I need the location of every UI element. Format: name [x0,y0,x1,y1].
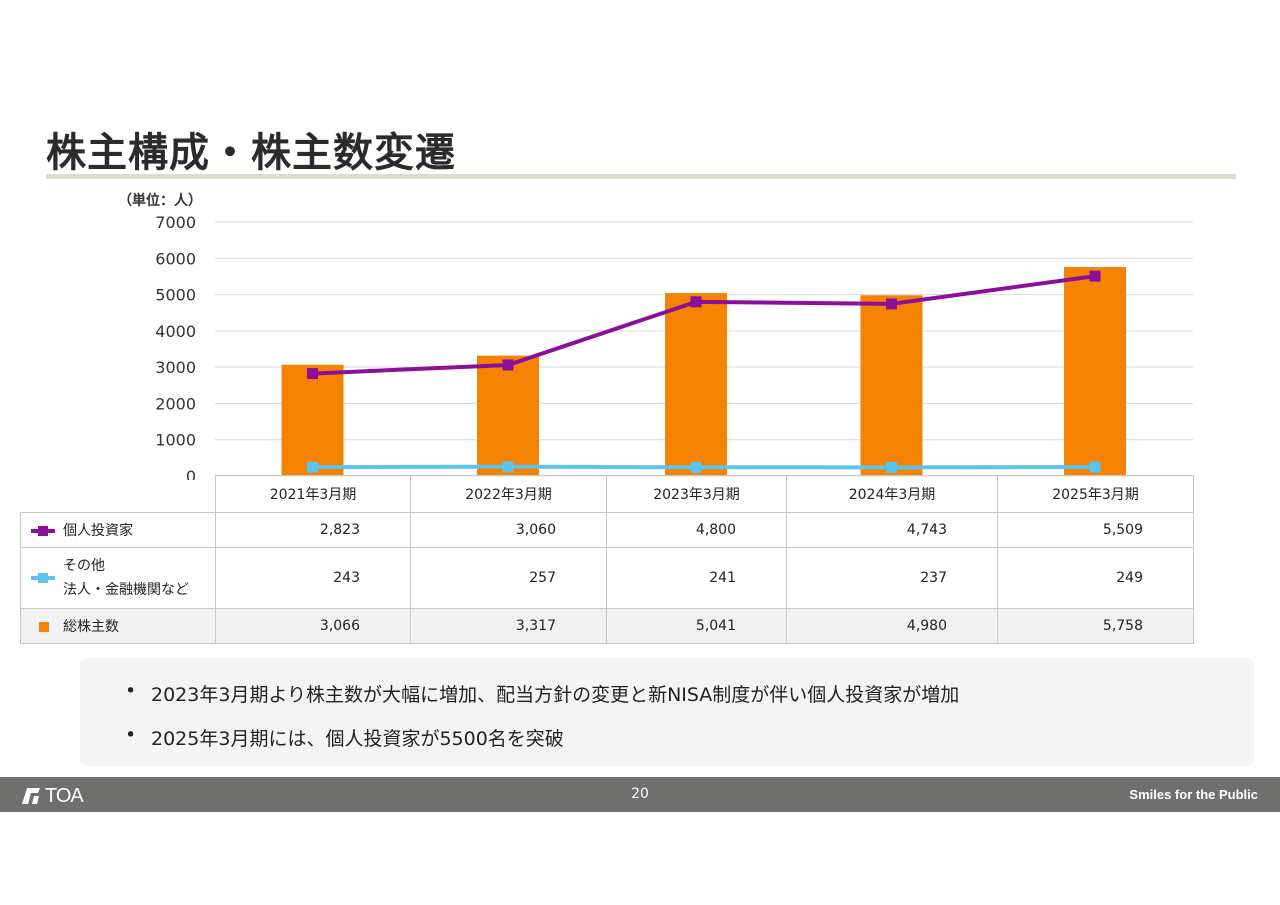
bar-total [860,295,923,476]
table-row-total: 総株主数 3,066 3,317 5,041 4,980 5,758 [20,608,1194,644]
point-other [886,461,897,473]
total-bars [281,267,1126,476]
table-cell: 243 [215,547,411,609]
page-title: 株主構成・株主数変遷 [46,130,456,176]
legend-square-marker [39,622,49,632]
line-other [312,464,1096,470]
table-cell: 5,758 [997,608,1194,644]
table-cell: 2,823 [215,512,411,548]
notes-panel: 2023年3月期より株主数が大幅に増加、配当方針の変更と新NISA制度が伴い個人… [80,658,1254,766]
unit-label: （単位：人） [118,193,202,209]
point-individual [1089,270,1101,282]
note-item: 2023年3月期より株主数が大幅に増加、配当方針の変更と新NISA制度が伴い個人… [125,680,959,707]
table-cell: 4,980 [786,608,998,644]
shareholder-chart: 0 1000 2000 3000 4000 5000 6000 7000 [155,213,1193,480]
series-lines [307,270,1101,473]
y-tick-label: 7000 [155,213,196,232]
bar-total [665,293,727,476]
toa-logo-icon [22,788,40,804]
logo-text: TOA [45,785,84,807]
series-name-line: その他 [63,558,105,574]
company-logo: TOA [22,785,84,808]
table-cell: 241 [606,547,787,609]
y-tick-label: 0 [186,467,196,480]
bar-total [477,355,539,476]
series-name: 総株主数 [63,619,119,635]
point-individual [307,368,318,380]
table-row-other: その他 法人・金融機関など 243 257 241 237 249 [20,547,1194,609]
table-cell: 3,060 [410,512,607,548]
table-cell: 4,800 [606,512,787,548]
point-individual [886,298,897,310]
category-label: 2023年3月期 [606,475,787,513]
category-label: 2024年3月期 [786,475,998,513]
point-other [307,461,318,473]
category-label: 2022年3月期 [410,475,607,513]
legend-line-marker [31,526,55,536]
data-table: 2021年3月期 2022年3月期 2023年3月期 2024年3月期 2025… [20,475,1194,644]
note-item: 2025年3月期には、個人投資家が5500名を突破 [125,724,564,751]
category-label: 2021年3月期 [215,475,411,513]
point-other [502,461,514,473]
y-tick-label: 4000 [155,322,196,341]
y-tick-label: 5000 [155,286,196,305]
table-cell: 3,066 [215,608,411,644]
y-tick-label: 6000 [155,249,196,268]
point-individual [502,359,514,371]
table-row-individual: 個人投資家 2,823 3,060 4,800 4,743 5,509 [20,512,1194,548]
table-cell: 249 [997,547,1194,609]
legend-individual: 個人投資家 [20,512,216,548]
category-label: 2025年3月期 [997,475,1194,513]
bar-total [281,364,344,476]
point-individual [690,296,702,308]
footer-bar: TOA 20 Smiles for the Public [0,777,1280,812]
y-tick-label: 1000 [155,431,196,450]
table-cell: 3,317 [410,608,607,644]
series-name-line: 法人・金融機関など [63,582,189,598]
series-name: 個人投資家 [63,523,133,539]
title-divider [46,174,1236,179]
legend-line-marker [31,573,55,583]
table-cell: 237 [786,547,998,609]
point-other [690,461,702,473]
point-other [1089,461,1101,473]
y-tick-label: 2000 [155,394,196,413]
table-cell: 4,743 [786,512,998,548]
table-cell: 257 [410,547,607,609]
bar-total [1064,267,1126,476]
y-axis-ticks: 0 1000 2000 3000 4000 5000 6000 7000 [155,213,196,480]
y-tick-label: 3000 [155,358,196,377]
legend-total: 総株主数 [20,608,216,644]
note-text: 2025年3月期には、個人投資家が5500名を突破 [151,728,564,750]
slogan: Smiles for the Public [1129,787,1258,802]
page-number: 20 [631,786,649,802]
table-cell: 5,041 [606,608,787,644]
table-header-row: 2021年3月期 2022年3月期 2023年3月期 2024年3月期 2025… [21,475,1194,513]
legend-other: その他 法人・金融機関など [20,547,216,609]
note-text: 2023年3月期より株主数が大幅に増加、配当方針の変更と新NISA制度が伴い個人… [151,684,960,706]
table-cell: 5,509 [997,512,1194,548]
table-corner [21,476,216,513]
